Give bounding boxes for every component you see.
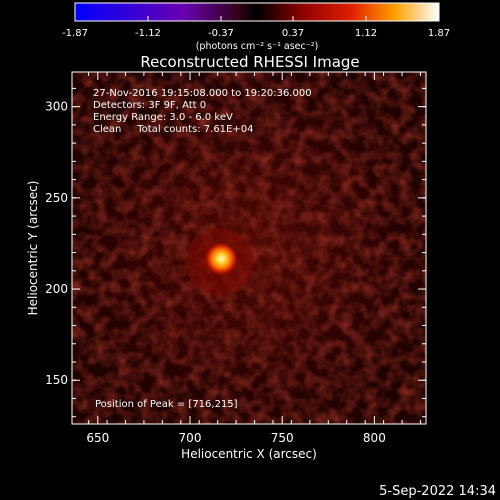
plot-frame <box>71 71 427 425</box>
colorbar-tick-label: -0.37 <box>208 28 234 39</box>
x-tick-labels: 650 700 750 800 <box>86 431 385 445</box>
y-tick-label: 300 <box>45 100 68 114</box>
footer-date: 5-Sep-2022 14:34 <box>379 484 496 499</box>
chart-title: Reconstructed RHESSI Image <box>140 53 359 71</box>
annotation-total-counts: Clean Total counts: 7.61E+04 <box>93 124 253 135</box>
y-tick-label: 250 <box>45 191 68 205</box>
x-axis-title: Heliocentric X (arcsec) <box>181 447 317 461</box>
x-tick-label: 650 <box>86 431 109 445</box>
colorbar-tick-label: 1.12 <box>355 28 377 39</box>
y-tick-label: 150 <box>45 373 68 387</box>
colorbar-tick-label: 0.37 <box>282 28 304 39</box>
colorbar-tick-labels: -1.87 -1.12 -0.37 0.37 1.12 1.87 <box>62 28 450 39</box>
colorbar <box>75 3 439 21</box>
x-tick-label: 800 <box>363 431 386 445</box>
colorbar-tick-label: -1.87 <box>62 28 88 39</box>
colorbar-tick-label: -1.12 <box>135 28 161 39</box>
annotation-time-range: 27-Nov-2016 19:15:08.000 to 19:20:36.000 <box>93 88 312 99</box>
colorbar-unit: (photons cm⁻² s⁻¹ asec⁻²) <box>196 41 319 52</box>
annotation-peak-position: Position of Peak = [716,215] <box>95 399 238 410</box>
y-ticks <box>72 87 426 418</box>
annotation-energy-range: Energy Range: 3.0 - 6.0 keV <box>93 112 233 123</box>
y-tick-label: 200 <box>45 282 68 296</box>
x-ticks <box>88 72 421 424</box>
y-axis-title: Heliocentric Y (arcsec) <box>26 181 40 316</box>
colorbar-tick-label: 1.87 <box>428 28 450 39</box>
x-tick-label: 750 <box>271 431 294 445</box>
y-tick-labels: 150 200 250 300 <box>45 100 68 388</box>
annotation-detectors: Detectors: 3F 9F, Att 0 <box>93 100 206 111</box>
image-area <box>72 72 426 424</box>
flare-source <box>201 243 238 280</box>
x-tick-label: 700 <box>179 431 202 445</box>
colorbar-ticks <box>147 16 367 21</box>
